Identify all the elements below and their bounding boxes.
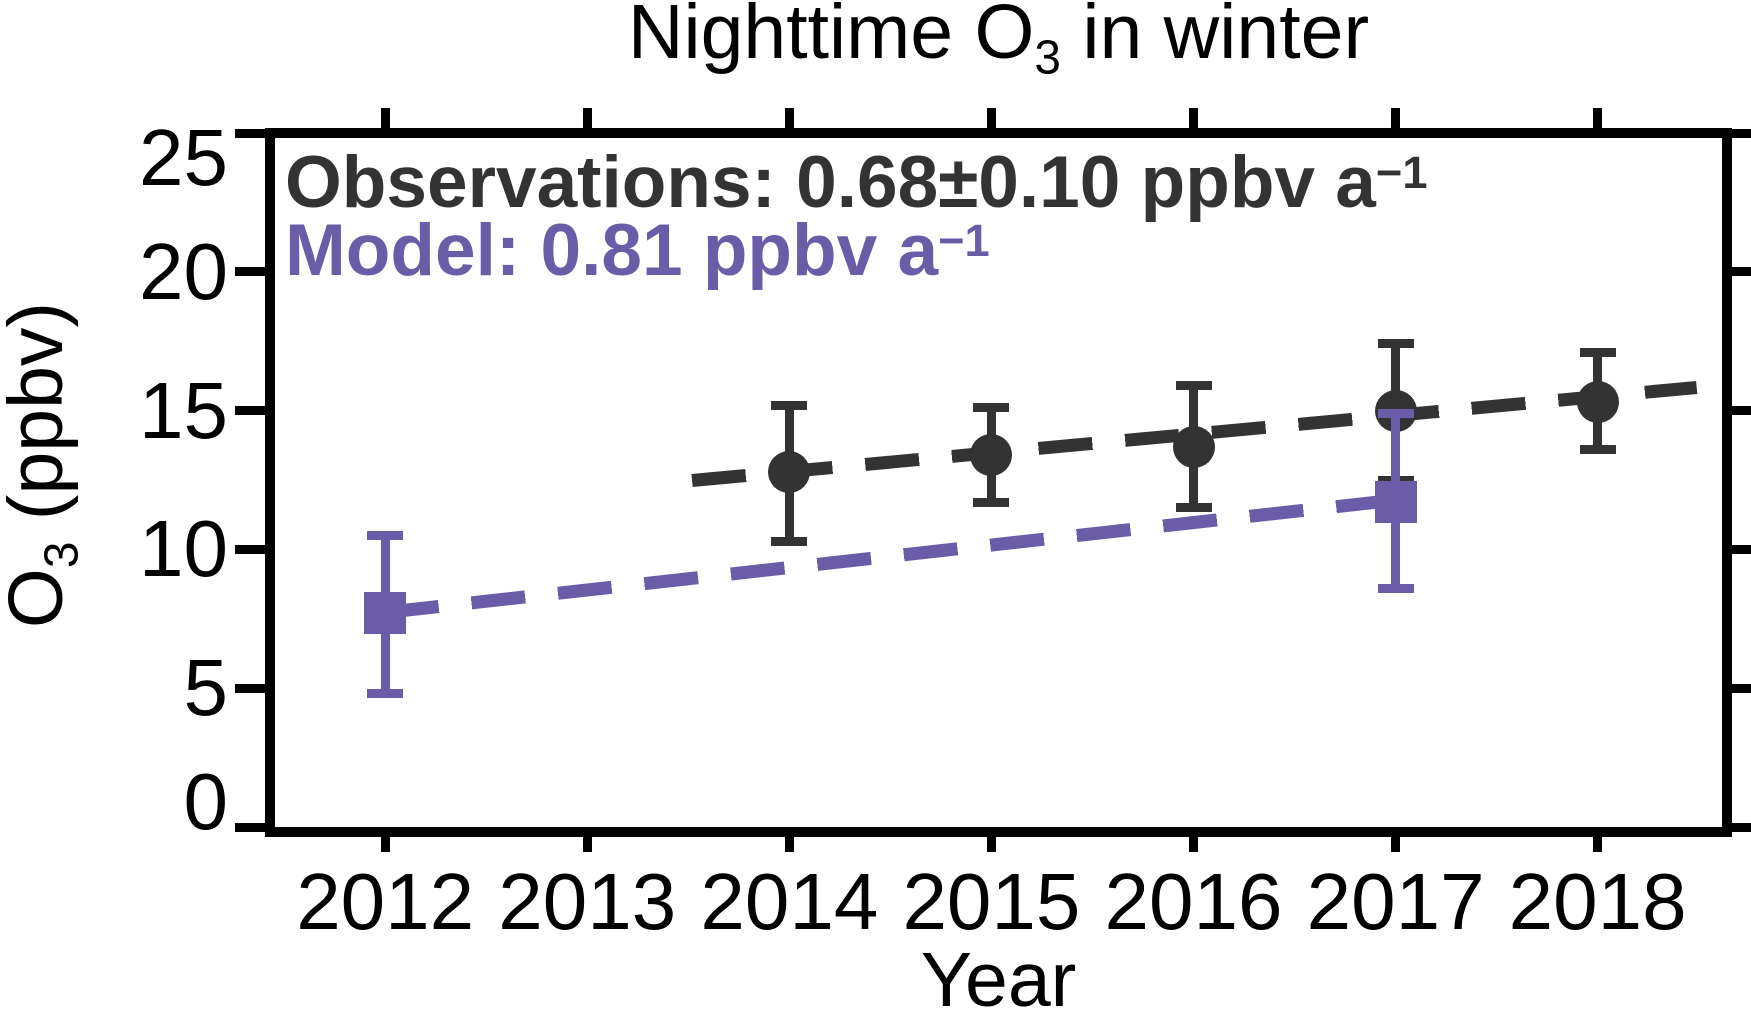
observations-marker-2018: [1576, 381, 1619, 424]
y-tick-right-25: [1732, 128, 1751, 138]
observations-trend-annotation: Observations: 0.68±0.10 ppbv a−1: [285, 142, 1428, 223]
model-errorcap-bottom-2012: [367, 689, 404, 699]
observations-errorcap-bottom-2018: [1579, 444, 1616, 454]
model-trend-annotation: Model: 0.81 ppbv a−1: [285, 210, 990, 291]
y-tick-right-5: [1732, 683, 1751, 693]
y-tick-label-15: 15: [139, 365, 228, 455]
x-tick-bottom-2018: [1593, 832, 1603, 852]
x-tick-bottom-2013: [582, 832, 592, 852]
y-tick-left-20: [235, 267, 265, 277]
observations-marker-2014: [768, 450, 811, 493]
x-tick-label-2016: 2016: [1104, 857, 1283, 946]
y-tick-label-25: 25: [139, 113, 228, 202]
x-tick-top-2012: [380, 108, 390, 128]
y-tick-right-20: [1732, 267, 1751, 277]
x-tick-bottom-2017: [1391, 832, 1401, 852]
y-tick-left-5: [235, 683, 265, 693]
x-tick-label-2012: 2012: [296, 857, 475, 946]
x-axis-label: Year: [920, 937, 1077, 1011]
x-tick-label-2018: 2018: [1508, 857, 1687, 946]
chart-title-subscript: 3: [1034, 31, 1061, 85]
x-tick-top-2014: [784, 108, 794, 128]
chart-title-text: Nighttime O: [627, 0, 1035, 75]
x-tick-label-2015: 2015: [902, 857, 1081, 946]
observations-errorcap-top-2018: [1579, 347, 1616, 357]
x-tick-top-2017: [1391, 108, 1401, 128]
observations-errorcap-bottom-2015: [973, 497, 1010, 507]
y-tick-label-0: 0: [183, 757, 229, 846]
model-errorcap-top-2017: [1377, 408, 1414, 418]
y-tick-label-5: 5: [183, 643, 229, 733]
x-tick-top-2013: [582, 108, 592, 128]
model-errorcap-top-2012: [367, 531, 404, 541]
y-tick-label-10: 10: [139, 504, 228, 594]
y-tick-label-20: 20: [139, 226, 228, 316]
x-tick-label-2013: 2013: [498, 857, 677, 946]
x-tick-label-2014: 2014: [700, 857, 879, 946]
y-tick-right-10: [1732, 544, 1751, 554]
x-tick-bottom-2012: [380, 832, 390, 852]
y-tick-left-0: [235, 822, 265, 832]
model-errorcap-bottom-2017: [1377, 583, 1414, 593]
model-marker-2012: [364, 592, 407, 635]
x-tick-label-2017: 2017: [1306, 857, 1485, 946]
y-tick-left-10: [235, 544, 265, 554]
observations-errorcap-top-2015: [973, 403, 1010, 413]
x-tick-bottom-2014: [784, 832, 794, 852]
y-tick-right-15: [1732, 406, 1751, 416]
chart-title-text-2: in winter: [1060, 0, 1370, 75]
x-tick-bottom-2015: [986, 832, 996, 852]
x-tick-top-2015: [986, 108, 996, 128]
observations-errorcap-top-2016: [1175, 381, 1212, 391]
y-tick-right-0: [1732, 822, 1751, 832]
observations-errorcap-top-2017: [1377, 339, 1414, 349]
observations-errorcap-top-2014: [771, 400, 808, 410]
observations-errorcap-bottom-2014: [771, 536, 808, 546]
chart-title: Nighttime O3 in winter: [265, 0, 1732, 82]
x-tick-bottom-2016: [1189, 832, 1198, 852]
y-tick-left-15: [235, 406, 265, 416]
observations-marker-2015: [970, 434, 1013, 477]
observations-errorcap-bottom-2016: [1175, 503, 1212, 513]
model-marker-2017: [1374, 481, 1417, 524]
y-tick-left-25: [235, 128, 265, 138]
observations-marker-2016: [1172, 425, 1215, 468]
plot-area-frame: [265, 128, 1732, 837]
x-tick-top-2018: [1593, 108, 1603, 128]
x-tick-top-2016: [1189, 108, 1198, 128]
